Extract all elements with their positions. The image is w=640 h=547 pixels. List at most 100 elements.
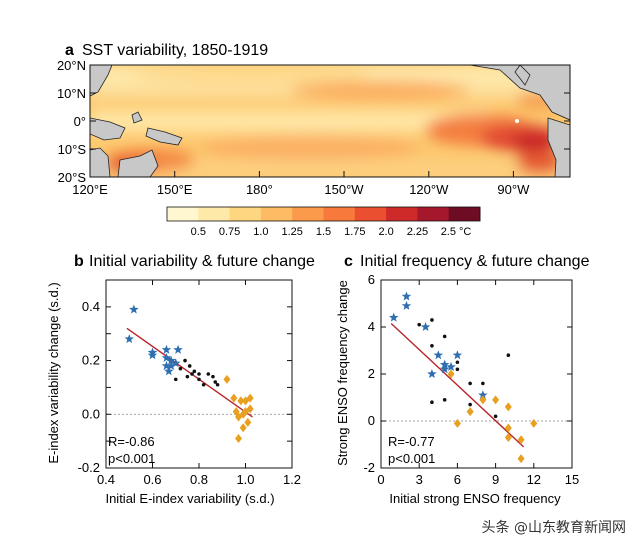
x-tick-label: 15: [565, 472, 579, 487]
colorbar-swatch: [386, 207, 418, 221]
data-point-dot: [430, 318, 434, 322]
x-tick-label: 0: [377, 472, 384, 487]
regression-line: [390, 322, 525, 448]
lon-tick-label: 150°W: [324, 182, 364, 197]
data-point-star: [446, 361, 456, 371]
data-point-star: [401, 291, 412, 301]
colorbar-swatch: [354, 207, 387, 221]
data-point-star: [171, 358, 181, 368]
data-point-dot: [173, 377, 178, 382]
data-point-star: [478, 390, 488, 400]
data-point-star: [389, 312, 399, 322]
panel-b-label: b: [74, 253, 84, 270]
data-point-diamond: [237, 396, 245, 406]
panel-b-r: R=-0.86: [108, 434, 155, 449]
panel-b-plot: 0.4 0.6 0.8 1.0 1.2 0.4 0.2 0.0 -0.2: [78, 279, 301, 487]
data-point-diamond: [230, 393, 238, 403]
panel-b-xlabel: Initial E-index variability (s.d.): [105, 491, 274, 506]
colorbar-swatch: [260, 207, 293, 221]
data-point-star: [124, 334, 134, 344]
colorbar-tick-label: 2.0: [378, 226, 393, 238]
x-tick-label: 1.2: [283, 472, 301, 487]
data-point-dot: [442, 334, 447, 339]
x-tick-label: 9: [492, 472, 499, 487]
data-point-star: [164, 366, 174, 376]
lon-tick-label: 120°W: [409, 182, 449, 197]
data-point-star: [452, 350, 463, 360]
panel-c-label: c: [344, 253, 353, 270]
panel-a-title: SST variability, 1850-1919: [82, 42, 268, 59]
panel-b-p: p<0.001: [108, 451, 155, 466]
data-point-diamond: [235, 433, 243, 443]
data-point-diamond: [466, 407, 474, 417]
data-point-dot: [442, 398, 447, 402]
data-point-diamond: [530, 418, 538, 428]
panel-a-label: a: [65, 42, 74, 59]
colorbar-swatch: [167, 207, 199, 221]
data-point-diamond: [223, 374, 231, 384]
data-point-dot: [187, 364, 192, 368]
watermark: 头条 @山东教育新闻网: [481, 520, 626, 536]
y-tick-label: 4: [368, 319, 375, 334]
lat-tick-label: 20°S: [58, 170, 87, 185]
data-point-diamond: [246, 393, 254, 403]
data-point-dot: [178, 366, 183, 371]
colorbar-tick-label: 2.25: [407, 226, 428, 238]
data-point-dot: [455, 360, 460, 365]
colorbar-frame: [166, 206, 481, 222]
data-point-dot: [213, 380, 218, 384]
y-tick-label: -2: [363, 460, 375, 475]
y-tick-label: 2: [368, 366, 375, 381]
panel-c-xlabel: Initial strong ENSO frequency: [389, 491, 561, 506]
colorbar-swatch: [417, 207, 450, 221]
colorbar-tick-label: 0.5: [191, 226, 206, 238]
data-point-dot: [211, 374, 215, 379]
data-point-dot: [481, 381, 485, 386]
data-point-diamond: [504, 432, 512, 442]
x-tick-label: 12: [527, 472, 541, 487]
y-tick-label: -0.2: [78, 460, 100, 475]
colorbar-tick-label: 1.0: [253, 226, 268, 238]
regression-line: [126, 327, 253, 418]
data-point-dot: [215, 382, 220, 387]
data-point-diamond: [492, 395, 500, 405]
data-point-star: [161, 360, 172, 370]
y-tick-label: 0.0: [82, 406, 100, 421]
data-point-dot: [468, 381, 472, 386]
data-point-diamond: [517, 454, 525, 464]
panel-c-p: p<0.001: [388, 451, 435, 466]
lon-tick-label: 180°: [246, 182, 273, 197]
x-tick-label: 6: [454, 472, 461, 487]
panel-c-r: R=-0.77: [388, 434, 435, 449]
data-point-dot: [493, 414, 498, 419]
x-tick-label: 3: [416, 472, 423, 487]
data-point-diamond: [479, 395, 487, 405]
colorbar-swatch: [229, 207, 262, 221]
y-tick-label: 6: [368, 272, 375, 287]
x-tick-label: 0.4: [97, 472, 115, 487]
data-point-star: [161, 352, 172, 362]
data-point-star: [173, 344, 183, 354]
panel-a-lat-axis: 20°N 10°N 0° 10°S 20°S: [57, 58, 570, 185]
lat-tick-label: 10°N: [57, 86, 86, 101]
colorbar-swatch: [198, 207, 231, 221]
data-point-dot: [192, 369, 197, 374]
lon-tick-label: 120°E: [72, 182, 108, 197]
data-point-diamond: [504, 423, 512, 433]
data-point-star: [166, 360, 176, 370]
data-point-diamond: [244, 417, 252, 427]
data-point-dot: [417, 322, 422, 327]
data-point-dot: [430, 344, 434, 348]
lat-tick-label: 20°N: [57, 58, 86, 73]
sst-map: [90, 65, 570, 177]
data-point-dot: [468, 402, 472, 407]
panel-b-ylabel: E-index variability change (s.d.): [46, 282, 61, 463]
x-tick-label: 0.6: [143, 472, 161, 487]
colorbar-tick-label: 1.75: [344, 226, 365, 238]
lon-tick-label: 150°E: [157, 182, 193, 197]
y-tick-label: 0.2: [82, 353, 100, 368]
data-point-star: [166, 355, 176, 365]
data-point-dot: [197, 372, 201, 376]
